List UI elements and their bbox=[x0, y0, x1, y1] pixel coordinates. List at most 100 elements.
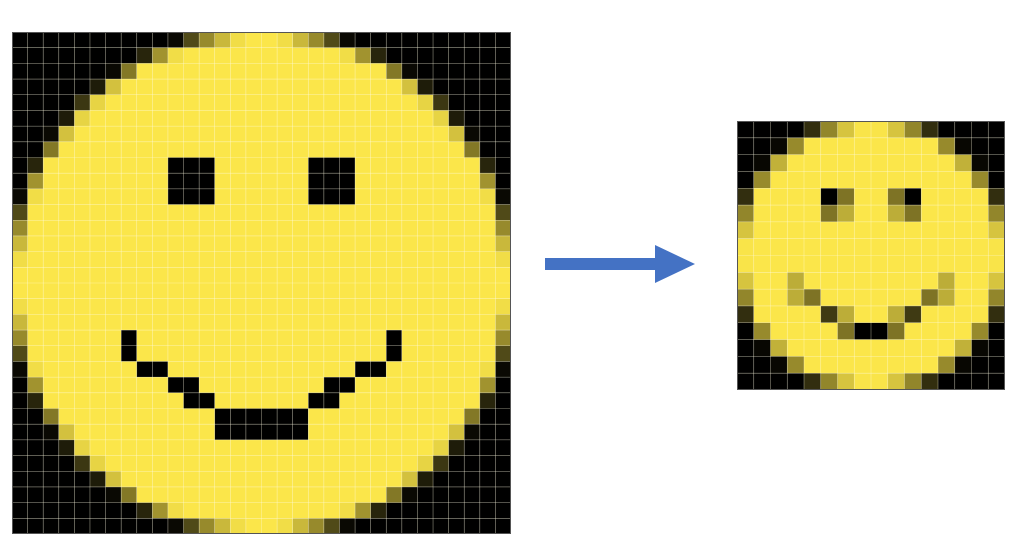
pixel bbox=[261, 110, 278, 127]
pixel bbox=[971, 339, 989, 357]
pixel bbox=[854, 221, 871, 239]
pixel bbox=[43, 79, 59, 95]
pixel bbox=[464, 518, 480, 534]
pixel bbox=[245, 298, 262, 315]
pixel bbox=[292, 392, 309, 409]
pixel bbox=[479, 377, 496, 393]
pixel bbox=[245, 424, 262, 440]
pixel bbox=[245, 220, 262, 236]
pixel bbox=[261, 298, 278, 315]
pixel bbox=[121, 220, 137, 236]
pixel bbox=[464, 235, 480, 252]
pixel bbox=[339, 204, 356, 221]
pixel bbox=[199, 267, 215, 283]
pixel bbox=[954, 322, 972, 340]
pixel bbox=[308, 220, 324, 236]
pixel bbox=[58, 141, 75, 158]
pixel bbox=[871, 255, 888, 273]
pixel bbox=[230, 314, 246, 331]
pixel bbox=[837, 305, 855, 323]
pixel bbox=[464, 110, 480, 127]
pixel bbox=[355, 455, 371, 472]
pixel bbox=[105, 251, 122, 268]
pixel bbox=[386, 439, 402, 456]
pixel bbox=[355, 518, 371, 534]
pixel bbox=[136, 486, 153, 503]
pixel bbox=[938, 272, 955, 290]
pixel bbox=[737, 221, 754, 239]
pixel bbox=[277, 251, 293, 268]
pixel bbox=[904, 305, 922, 323]
pixel bbox=[921, 221, 938, 239]
pixel bbox=[433, 283, 449, 299]
pixel bbox=[854, 188, 871, 206]
pixel bbox=[448, 392, 465, 409]
pixel bbox=[183, 518, 200, 534]
pixel bbox=[820, 188, 838, 206]
pixel bbox=[199, 79, 215, 95]
pixel bbox=[105, 157, 122, 174]
pixel bbox=[214, 141, 231, 158]
large-pixel-smiley bbox=[12, 32, 511, 534]
pixel bbox=[887, 205, 905, 222]
pixel bbox=[386, 283, 402, 299]
pixel bbox=[292, 330, 309, 346]
pixel bbox=[292, 188, 309, 205]
pixel bbox=[871, 289, 888, 306]
pixel bbox=[58, 345, 75, 362]
pixel bbox=[355, 220, 371, 236]
pixel bbox=[43, 32, 59, 48]
pixel bbox=[804, 137, 821, 155]
pixel bbox=[448, 110, 465, 127]
pixel bbox=[105, 173, 122, 189]
pixel bbox=[904, 121, 922, 138]
pixel bbox=[323, 173, 340, 189]
pixel bbox=[277, 220, 293, 236]
pixel bbox=[479, 157, 496, 174]
pixel bbox=[27, 63, 44, 80]
pixel bbox=[433, 439, 449, 456]
pixel bbox=[292, 63, 309, 80]
pixel bbox=[339, 110, 356, 127]
pixel bbox=[58, 251, 75, 268]
pixel bbox=[323, 377, 340, 393]
pixel bbox=[292, 235, 309, 252]
pixel bbox=[308, 157, 324, 174]
pixel bbox=[448, 298, 465, 315]
pixel bbox=[292, 32, 309, 48]
pixel bbox=[339, 486, 356, 503]
pixel bbox=[277, 126, 293, 142]
pixel bbox=[245, 188, 262, 205]
pixel bbox=[386, 518, 402, 534]
pixel bbox=[323, 471, 340, 487]
pixel bbox=[323, 486, 340, 503]
pixel bbox=[308, 471, 324, 487]
pixel bbox=[323, 298, 340, 315]
pixel bbox=[136, 298, 153, 315]
pixel bbox=[323, 220, 340, 236]
pixel bbox=[292, 110, 309, 127]
pixel bbox=[495, 267, 511, 283]
pixel bbox=[837, 171, 855, 189]
pixel bbox=[183, 235, 200, 252]
pixel bbox=[448, 486, 465, 503]
pixel bbox=[464, 298, 480, 315]
pixel bbox=[464, 79, 480, 95]
pixel bbox=[12, 267, 28, 283]
pixel bbox=[904, 154, 922, 172]
pixel bbox=[921, 154, 938, 172]
pixel bbox=[183, 439, 200, 456]
pixel bbox=[277, 518, 293, 534]
pixel bbox=[58, 502, 75, 519]
pixel bbox=[323, 126, 340, 142]
pixel bbox=[277, 314, 293, 331]
pixel bbox=[230, 361, 246, 378]
pixel bbox=[971, 188, 989, 206]
pixel bbox=[495, 173, 511, 189]
pixel bbox=[323, 204, 340, 221]
pixel bbox=[12, 79, 28, 95]
pixel bbox=[323, 314, 340, 331]
pixel bbox=[370, 408, 387, 425]
pixel bbox=[245, 486, 262, 503]
pixel bbox=[121, 188, 137, 205]
